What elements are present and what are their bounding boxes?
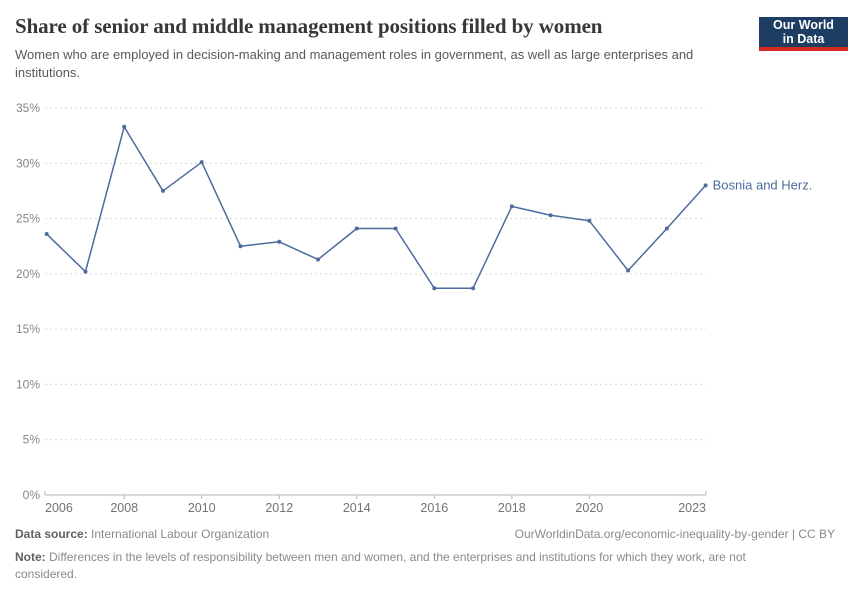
line-chart-svg: 0% 5% 10% 15% 20% 25% 30% 35% 2006 2008 2010 2012 20…	[16, 101, 813, 515]
data-point	[703, 183, 708, 188]
y-axis-tick-label: 35%	[16, 101, 40, 115]
y-axis-tick-label: 20%	[16, 267, 40, 281]
data-point	[548, 213, 553, 218]
data-point	[432, 286, 437, 291]
data-source-value: International Labour Organization	[91, 527, 270, 541]
x-axis-tick-label: 2008	[110, 501, 138, 515]
x-axis-tick-label: 2020	[575, 501, 603, 515]
data-point	[393, 226, 398, 231]
x-axis-tick-label: 2016	[420, 501, 448, 515]
data-point	[238, 244, 243, 249]
y-axis-tick-label: 10%	[16, 377, 40, 391]
y-axis-tick-label: 15%	[16, 322, 40, 336]
data-point	[316, 257, 321, 262]
data-point	[354, 226, 359, 231]
data-point	[509, 204, 514, 209]
x-axis-tick-label: 2006	[45, 501, 73, 515]
page-title: Share of senior and middle management po…	[15, 14, 603, 38]
x-axis-tick-label: 2010	[188, 501, 216, 515]
data-point	[664, 226, 669, 231]
data-source: Data source: International Labour Organi…	[15, 527, 269, 541]
x-axis-tick-label: 2023	[678, 501, 706, 515]
x-axis-tick-label: 2014	[343, 501, 371, 515]
chart-subtitle: Women who are employed in decision-makin…	[15, 47, 694, 80]
x-axis-tick-label: 2012	[265, 501, 293, 515]
data-line	[45, 126, 707, 289]
data-point	[44, 232, 49, 237]
data-point	[83, 269, 88, 274]
owid-logo-line2: in Data	[782, 32, 825, 46]
data-source-label: Data source:	[15, 527, 88, 541]
data-point	[160, 188, 165, 193]
owid-logo-line1: Our World	[773, 18, 834, 32]
data-point	[199, 160, 204, 165]
data-point	[471, 286, 476, 291]
data-point	[122, 124, 127, 129]
chart-note: Note: Differences in the levels of respo…	[15, 549, 810, 583]
y-axis-tick-label: 30%	[16, 156, 40, 170]
line-chart: 0% 5% 10% 15% 20% 25% 30% 35% 2006 2008 2010 2012 20…	[0, 95, 850, 525]
owid-url-link[interactable]: OurWorldinData.org/economic-inequality-b…	[514, 527, 835, 541]
y-axis-tick-label: 0%	[23, 488, 41, 502]
owid-logo[interactable]: Our World in Data	[759, 17, 848, 51]
data-point	[587, 218, 592, 223]
note-label: Note:	[15, 550, 46, 564]
note-text: Differences in the levels of responsibil…	[15, 550, 746, 582]
data-point	[277, 239, 282, 244]
chart-footer: Data source: International Labour Organi…	[15, 527, 835, 583]
y-axis-tick-label: 5%	[23, 433, 41, 447]
data-point	[626, 268, 631, 273]
series-end-label: Bosnia and Herz.	[713, 177, 813, 192]
y-axis-tick-label: 25%	[16, 212, 40, 226]
x-axis-tick-label: 2018	[498, 501, 526, 515]
